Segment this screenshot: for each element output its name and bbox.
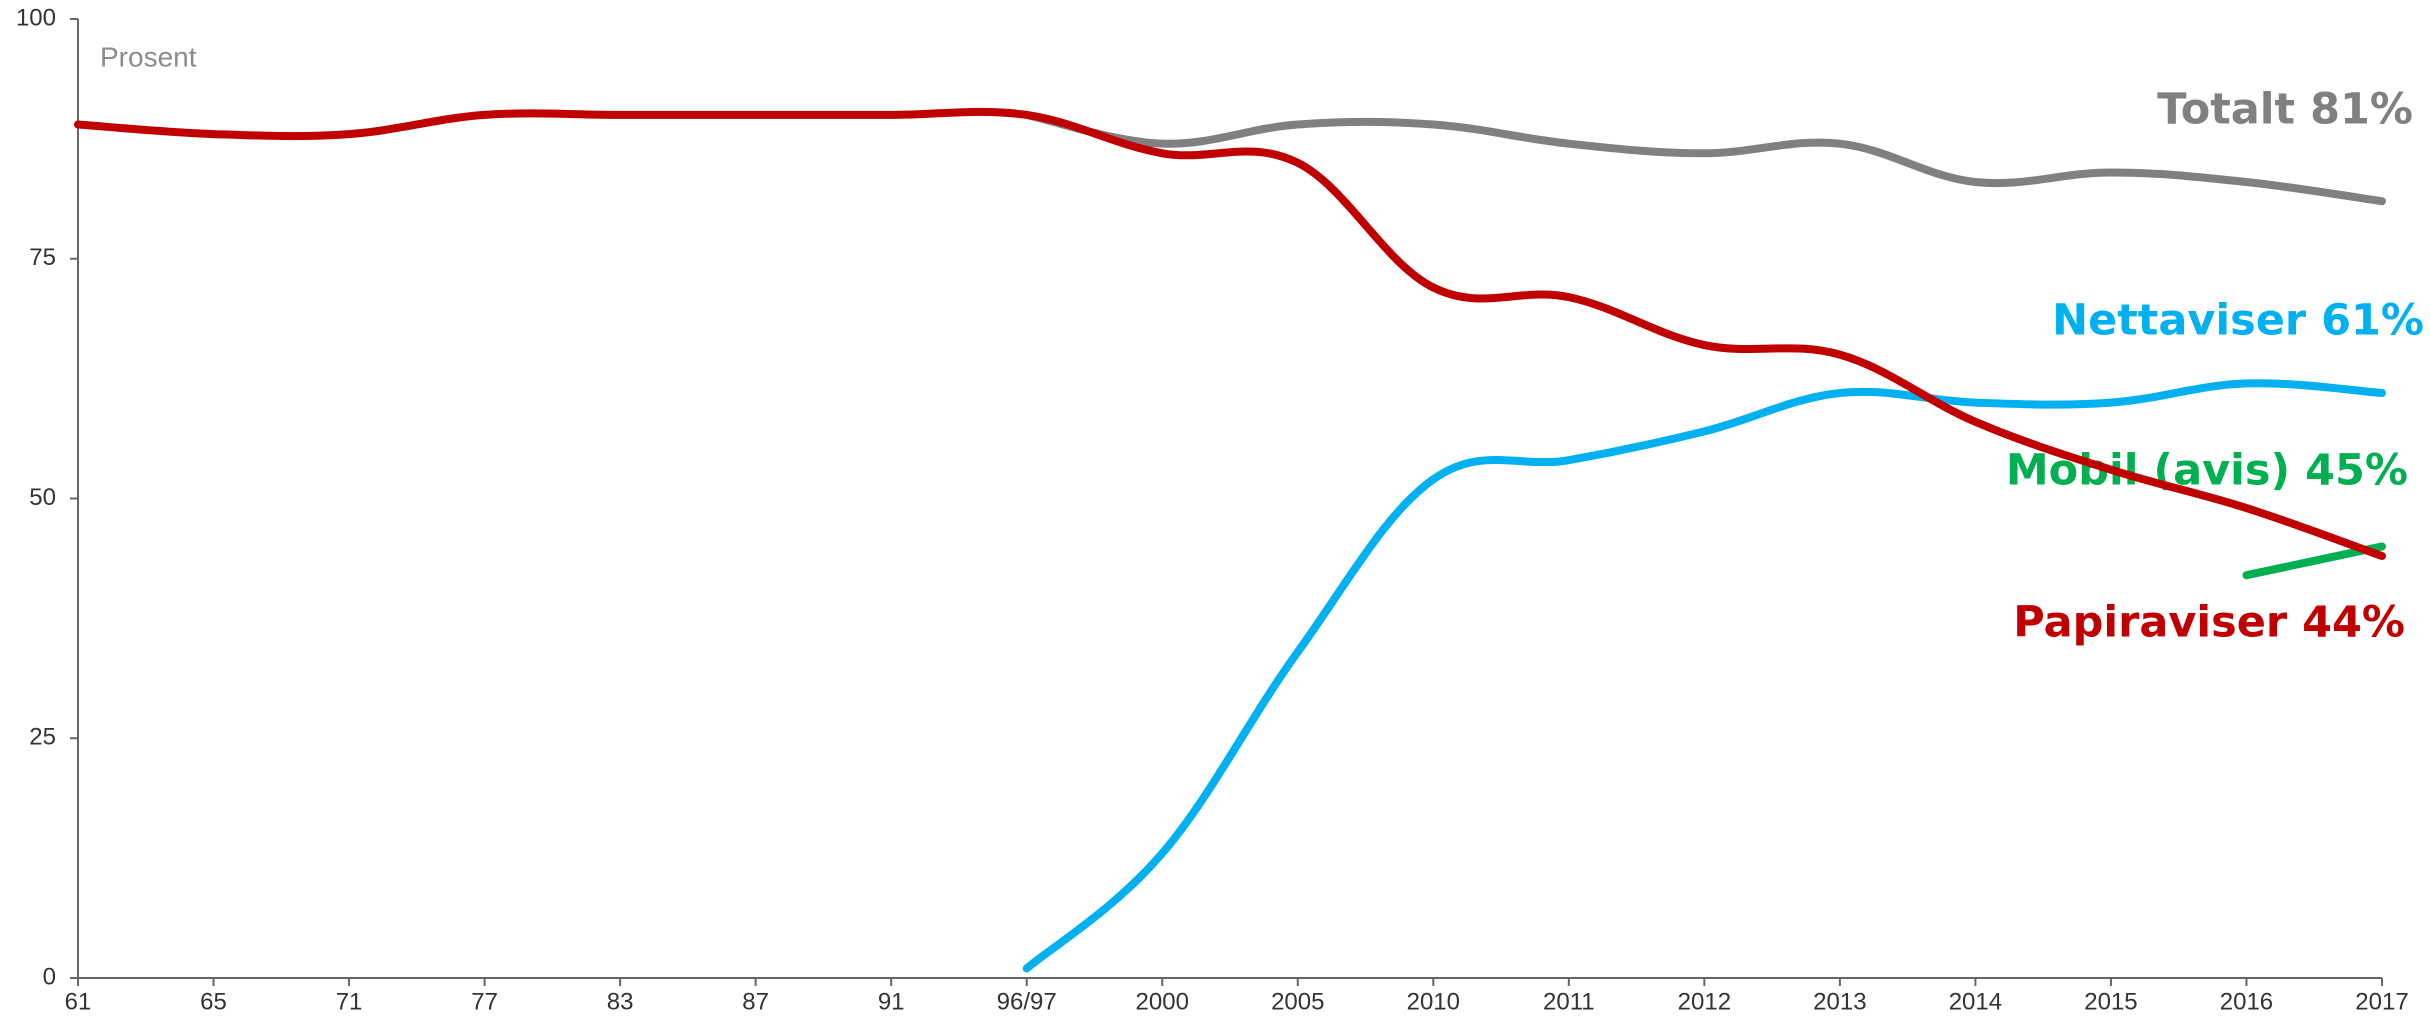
- x-tick-label: 61: [65, 988, 92, 1015]
- y-tick-label: 100: [16, 4, 56, 31]
- x-tick-label: 2015: [2084, 988, 2137, 1015]
- x-tick-label: 2005: [1271, 988, 1324, 1015]
- x-tick-label: 71: [336, 988, 363, 1015]
- x-tick-label: 2011: [1543, 988, 1595, 1015]
- x-tick-label: 65: [200, 988, 227, 1015]
- x-tick-label: 2012: [1678, 988, 1731, 1015]
- series-line: [1022, 110, 2386, 206]
- x-tick-label: 96/97: [997, 988, 1057, 1015]
- x-tick-label: 77: [471, 988, 498, 1015]
- x-tick-label: 83: [607, 988, 634, 1015]
- series-label: Totalt 81%: [2157, 85, 2413, 135]
- x-tick-label: 2014: [1949, 988, 2002, 1015]
- x-tick-label: 2017: [2355, 988, 2408, 1015]
- y-tick-label: 25: [29, 724, 56, 751]
- y-tick-label: 50: [29, 484, 56, 511]
- x-tick-label: 87: [742, 988, 769, 1015]
- x-tick-label: 2000: [1136, 988, 1189, 1015]
- y-tick-label: 75: [29, 244, 56, 271]
- x-tick-label: 91: [878, 988, 905, 1015]
- x-tick-label: 2016: [2220, 988, 2273, 1015]
- x-tick-label: 2013: [1813, 988, 1866, 1015]
- series-line: [74, 107, 2386, 561]
- y-tick-label: 0: [43, 963, 56, 990]
- series-line: [1022, 379, 2386, 973]
- axis-annotation: Prosent: [100, 41, 197, 72]
- series-label: Papiraviser 44%: [2013, 598, 2405, 648]
- series-label: Nettaviser 61%: [2052, 296, 2424, 346]
- x-tick-label: 2010: [1407, 988, 1460, 1015]
